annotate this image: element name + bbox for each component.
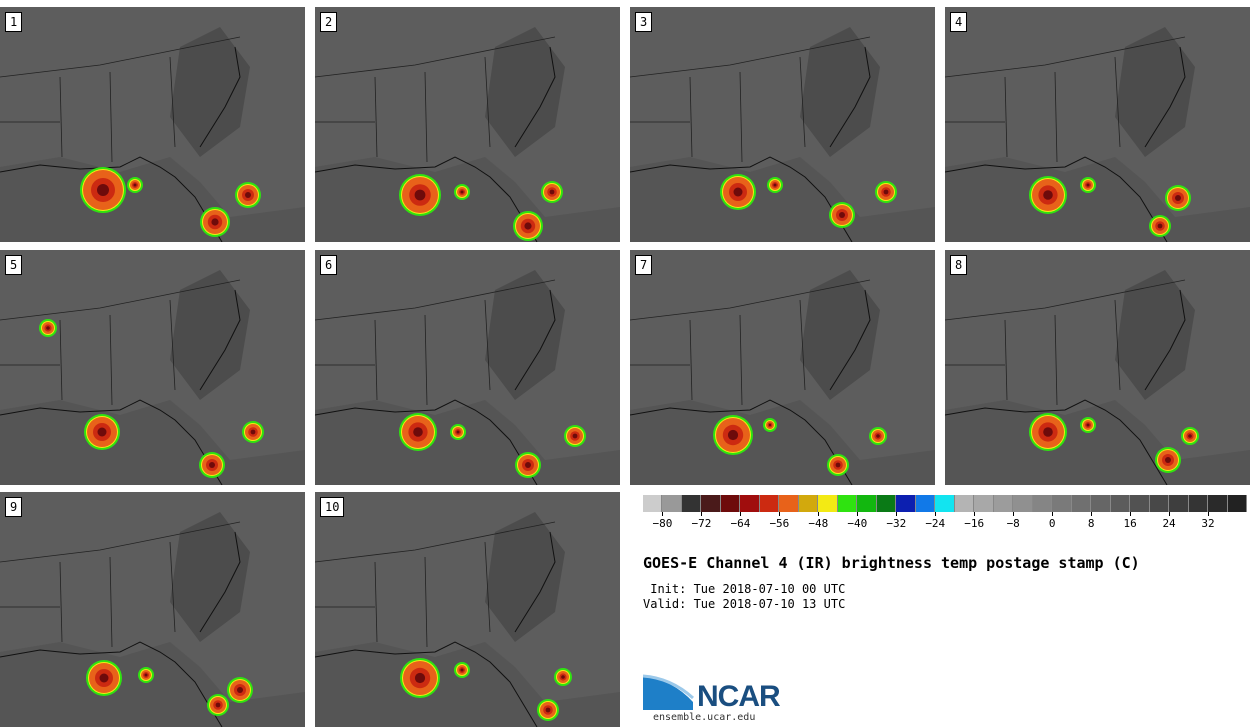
colorbar-swatch	[643, 495, 663, 512]
colorbar-swatch	[974, 495, 994, 512]
panel-label: 2	[320, 12, 338, 32]
colorbar-tick-label: 16	[1123, 517, 1137, 530]
ncar-logo-icon	[643, 674, 695, 710]
colorbar-swatch	[915, 495, 936, 512]
panel-label: 10	[320, 497, 345, 517]
colorbar-swatch	[993, 495, 1014, 512]
colorbar-tick-mark	[701, 512, 703, 516]
colorbar-swatch	[1013, 495, 1033, 512]
colorbar-swatch	[662, 495, 682, 512]
colorbar-tick-label: 0	[1048, 517, 1056, 530]
panel-label: 8	[950, 255, 968, 275]
figure-title: GOES-E Channel 4 (IR) brightness temp po…	[643, 554, 1140, 572]
colorbar-swatch	[1208, 495, 1228, 512]
colorbar-tick-mark	[1130, 512, 1132, 516]
colorbar-swatch	[896, 495, 916, 512]
colorbar-tick-mark	[740, 512, 742, 516]
website-url: ensemble.ucar.edu	[653, 712, 756, 723]
colorbar-swatch	[1110, 495, 1131, 512]
colorbar-ticks: −80 −72 −64 −56 −48 −40 −32 −24 −16 −8 0 8 16 24 32	[643, 512, 1247, 532]
colorbar-tick-label: −72	[691, 517, 712, 530]
colorbar-tick-mark	[935, 512, 937, 516]
colorbar-tick-mark	[1091, 512, 1093, 516]
valid-time: Valid: Tue 2018-07-10 13 UTC	[643, 597, 846, 611]
panel-label: 1	[5, 12, 23, 32]
colorbar-tick-label: 24	[1162, 517, 1176, 530]
colorbar-swatch	[1149, 495, 1170, 512]
init-time: Init: Tue 2018-07-10 00 UTC	[643, 582, 846, 596]
colorbar-tick-mark	[662, 512, 664, 516]
colorbar-tick-mark	[1169, 512, 1171, 516]
panel-label: 7	[635, 255, 653, 275]
colorbar	[643, 495, 1248, 512]
colorbar-tick-mark	[1052, 512, 1054, 516]
colorbar-swatch	[818, 495, 838, 512]
colorbar-swatch	[798, 495, 819, 512]
colorbar-tick-label: −40	[847, 517, 868, 530]
colorbar-swatch	[876, 495, 897, 512]
colorbar-tick-mark	[974, 512, 976, 516]
colorbar-swatch	[740, 495, 760, 512]
colorbar-swatch	[1032, 495, 1053, 512]
colorbar-tick-label: −16	[964, 517, 985, 530]
colorbar-tick-label: −24	[925, 517, 946, 530]
colorbar-swatch	[779, 495, 799, 512]
panel-label: 5	[5, 255, 23, 275]
colorbar-tick-label: −32	[886, 517, 907, 530]
colorbar-swatch	[1071, 495, 1092, 512]
panel-1: 1	[0, 7, 305, 242]
colorbar-tick-mark	[857, 512, 859, 516]
colorbar-swatch	[1130, 495, 1150, 512]
colorbar-tick-label: 32	[1201, 517, 1215, 530]
colorbar-swatch	[935, 495, 955, 512]
colorbar-swatch	[701, 495, 721, 512]
colorbar-tick-label: 8	[1087, 517, 1095, 530]
panel-10: 10	[315, 492, 620, 727]
colorbar-tick-mark	[779, 512, 781, 516]
panel-label: 6	[320, 255, 338, 275]
panel-4: 4	[945, 7, 1250, 242]
panel-9: 9	[0, 492, 305, 727]
colorbar-tick-label: −48	[808, 517, 829, 530]
ncar-logo-text: NCAR	[697, 680, 781, 713]
colorbar-tick-label: −8	[1006, 517, 1020, 530]
colorbar-tick-mark	[1208, 512, 1210, 516]
colorbar-tick-label: −56	[769, 517, 790, 530]
colorbar-tick-label: −80	[652, 517, 673, 530]
colorbar-swatch	[681, 495, 702, 512]
colorbar-swatch	[1091, 495, 1111, 512]
colorbar-tick-mark	[896, 512, 898, 516]
panel-7: 7	[630, 250, 935, 485]
panel-label: 3	[635, 12, 653, 32]
colorbar-swatch	[954, 495, 975, 512]
colorbar-swatch	[837, 495, 858, 512]
colorbar-swatch	[857, 495, 877, 512]
panel-5: 5	[0, 250, 305, 485]
colorbar-tick-mark	[1013, 512, 1015, 516]
panel-3: 3	[630, 7, 935, 242]
panel-2: 2	[315, 7, 620, 242]
colorbar-tick-label: −64	[730, 517, 751, 530]
colorbar-swatch	[1188, 495, 1209, 512]
panel-label: 9	[5, 497, 23, 517]
panel-label: 4	[950, 12, 968, 32]
panel-6: 6	[315, 250, 620, 485]
panel-8: 8	[945, 250, 1250, 485]
colorbar-swatch	[720, 495, 741, 512]
colorbar-swatch	[1169, 495, 1189, 512]
colorbar-tick-mark	[818, 512, 820, 516]
colorbar-swatch	[759, 495, 780, 512]
colorbar-swatch	[1227, 495, 1248, 512]
colorbar-swatch	[1052, 495, 1072, 512]
